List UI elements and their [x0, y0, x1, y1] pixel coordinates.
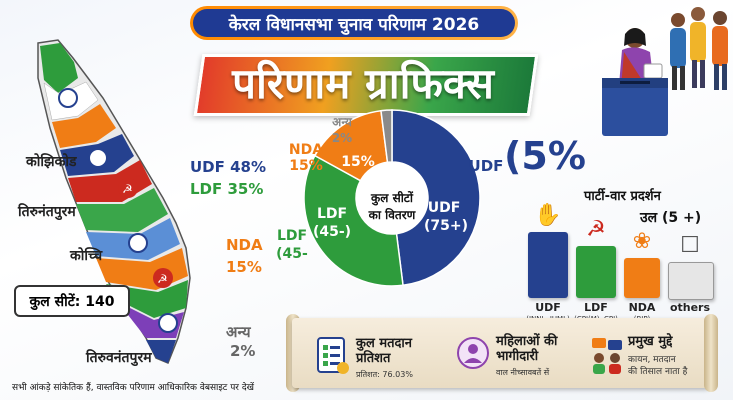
donut-nda-share: 15% [341, 154, 375, 170]
donut-ldf-outer-value: (45- [276, 246, 308, 262]
party-bar-nda [624, 258, 660, 298]
donut-udf-outer-label: UDF [468, 157, 504, 175]
scroll-right-roll [704, 314, 718, 392]
total-seats-badge: कुल सीटें: 140 [14, 285, 130, 317]
discussion-icon [590, 336, 624, 380]
voters-illustration [580, 0, 733, 150]
hand-symbol-icon: ✋ [534, 203, 562, 228]
turnout-value: प्रतिशत: 76.03% [356, 370, 413, 379]
page-title: केरल विधानसभा चुनाव परिणाम 2026 [193, 9, 515, 37]
map-other-share: 2% [230, 342, 256, 360]
lotus-icon: ❀ [632, 229, 652, 254]
map-nda-share: 15% [226, 258, 262, 276]
donut-other-outer-label: अन्य [332, 115, 352, 129]
map-ldf-share: LDF 35% [190, 180, 264, 198]
party-name-udf: UDF [535, 301, 561, 314]
svg-text:☭: ☭ [122, 182, 133, 196]
label-thiruvananthapuram-1: तिरुनंतपुरम [18, 204, 76, 220]
donut-center-line2: का वितरण [368, 208, 416, 222]
donut-udf-label: UDF [427, 200, 461, 216]
donut-nda-outer-pct: 15% [289, 158, 323, 174]
donut-udf-value: (75+) [424, 218, 469, 234]
info-scroll [292, 318, 710, 388]
donut-nda-outer-label: NDA [288, 142, 324, 158]
party-name-nda: NDA [628, 301, 656, 314]
party-section-title: पार्टी-वार प्रदर्शन [584, 189, 661, 204]
checklist-icon [316, 336, 350, 380]
ballot-box-icon: ☐ [680, 233, 700, 258]
kerala-map: ☭ ☭ [18, 38, 218, 368]
donut-other-outer-pct: 2% [331, 131, 353, 145]
label-kochi: कोच्चि [70, 248, 103, 264]
hammer-sickle-icon: ☭ [586, 217, 606, 242]
banner-title: परिणाम ग्राफिक्स [232, 58, 494, 108]
issues-subtext-line2: की तिसाल नाता है [628, 367, 688, 377]
label-thiruvananthapuram-2: तिरुवनंतपुरम [86, 350, 152, 366]
seat-distribution-donut [303, 109, 481, 287]
party-section-subtitle: उल (5 +) [640, 210, 702, 226]
party-name-ldf: LDF [584, 301, 608, 314]
map-other-name: अन्य [226, 323, 251, 341]
party-bar-ldf [576, 246, 616, 298]
turnout-title-line1: कुल मतदान [356, 336, 412, 351]
issues-subtext-line1: कायन, मतदान [628, 355, 676, 365]
donut-big-text: (5% [504, 134, 586, 178]
party-bar-udf [528, 232, 568, 298]
label-kozhikode: कोझिकोड [26, 154, 77, 170]
map-nda-name: NDA [226, 236, 263, 254]
party-bar-others [668, 262, 714, 300]
women-title-line2: भागीदारी [496, 349, 539, 364]
title-pill: केरल विधानसभा चुनाव परिणाम 2026 [190, 6, 518, 40]
donut-ldf-outer-label: LDF [276, 228, 308, 244]
turnout-title-line2: प्रतिशत [356, 351, 391, 366]
party-name-others: others [669, 301, 711, 314]
donut-ldf-value: (45-) [312, 224, 352, 240]
women-subtext: वाल नीच्सावबतें सें [496, 368, 550, 377]
svg-text:☭: ☭ [157, 272, 168, 286]
donut-center-line1: कुल सीटों [371, 191, 413, 205]
women-title-line1: महिलाओं की [496, 334, 558, 349]
issues-title: प्रमुख मुद्दे [628, 334, 673, 349]
disclaimer-footnote: सभी आंकड़े सांकेतिक हैं, वास्तविक परिणाम… [12, 383, 254, 393]
donut-ldf-label: LDF [316, 206, 348, 222]
woman-icon [456, 336, 490, 380]
map-udf-share: UDF 48% [190, 158, 267, 176]
